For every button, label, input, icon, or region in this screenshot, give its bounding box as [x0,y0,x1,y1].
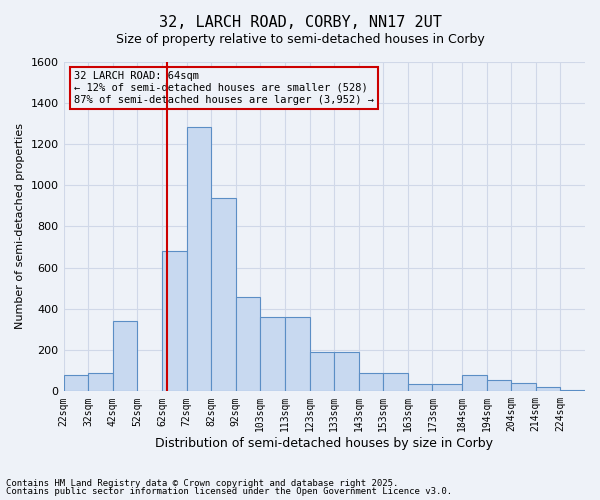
Bar [408,384,433,392]
Bar [383,373,408,392]
Text: Contains public sector information licensed under the Open Government Licence v3: Contains public sector information licen… [6,487,452,496]
Bar [162,251,187,392]
Bar [88,373,113,392]
Bar [211,198,236,392]
Bar [113,321,137,392]
Bar [536,387,560,392]
Bar [433,384,462,392]
Text: 32, LARCH ROAD, CORBY, NN17 2UT: 32, LARCH ROAD, CORBY, NN17 2UT [158,15,442,30]
Bar [359,373,383,392]
Text: 32 LARCH ROAD: 64sqm
← 12% of semi-detached houses are smaller (528)
87% of semi: 32 LARCH ROAD: 64sqm ← 12% of semi-detac… [74,72,374,104]
Bar [462,375,487,392]
X-axis label: Distribution of semi-detached houses by size in Corby: Distribution of semi-detached houses by … [155,437,493,450]
Bar [236,296,260,392]
Bar [260,317,285,392]
Bar [310,352,334,392]
Y-axis label: Number of semi-detached properties: Number of semi-detached properties [15,124,25,330]
Bar [511,383,536,392]
Bar [285,317,310,392]
Bar [560,390,585,392]
Bar [487,380,511,392]
Bar [64,375,88,392]
Text: Size of property relative to semi-detached houses in Corby: Size of property relative to semi-detach… [116,32,484,46]
Text: Contains HM Land Registry data © Crown copyright and database right 2025.: Contains HM Land Registry data © Crown c… [6,478,398,488]
Bar [334,352,359,392]
Bar [187,128,211,392]
